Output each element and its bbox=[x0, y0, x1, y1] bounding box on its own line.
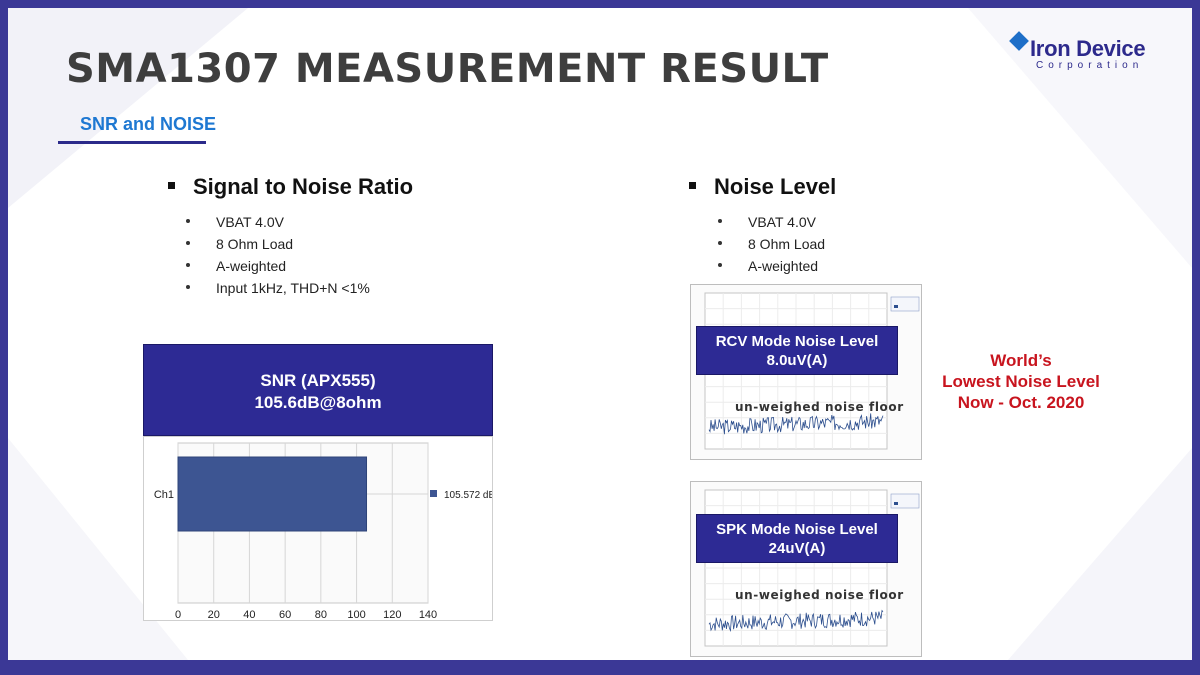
spk-callout-line2: 24uV(A) bbox=[768, 540, 826, 557]
legend-swatch bbox=[430, 490, 437, 497]
x-tick-label: 100 bbox=[347, 609, 365, 621]
value-label: 105.572 dB bbox=[444, 490, 493, 501]
mini-legend-swatch bbox=[894, 305, 898, 308]
list-item: 8 Ohm Load bbox=[186, 233, 370, 255]
bullet-text: VBAT 4.0V bbox=[748, 214, 816, 230]
bullet-text: VBAT 4.0V bbox=[216, 214, 284, 230]
list-item: VBAT 4.0V bbox=[186, 211, 370, 233]
bullet-dot-icon bbox=[718, 241, 722, 246]
rcv-callout-line1: RCV Mode Noise Level bbox=[715, 333, 879, 350]
list-item: VBAT 4.0V bbox=[718, 211, 825, 233]
list-item: 8 Ohm Load bbox=[718, 233, 825, 255]
bar-ch1 bbox=[177, 456, 368, 532]
mini-legend bbox=[890, 493, 920, 509]
mini-legend bbox=[890, 296, 920, 312]
noise-trace bbox=[708, 609, 884, 632]
x-tick-label: 60 bbox=[279, 609, 291, 621]
page-title: SMA1307 MEASUREMENT RESULT bbox=[66, 46, 829, 92]
bullet-text: A-weighted bbox=[748, 258, 819, 274]
snr-callout-line2: 105.6dB@8ohm bbox=[254, 393, 382, 412]
snr-section-title: Signal to Noise Ratio bbox=[168, 174, 413, 200]
rcv-noise-callout: RCV Mode Noise Level 8.0uV(A) bbox=[696, 326, 898, 375]
blue-diamond-icon bbox=[1009, 31, 1029, 51]
company-logo: Iron Device Corporation bbox=[1008, 30, 1168, 74]
rcv-callout-line2: 8.0uV(A) bbox=[766, 352, 828, 369]
x-tick-label: 0 bbox=[175, 609, 181, 621]
mini-legend-swatch bbox=[894, 502, 898, 505]
spk-spectrum-graphic bbox=[704, 489, 920, 647]
noise-bullet-list: VBAT 4.0V 8 Ohm Load A-weighted bbox=[718, 211, 825, 277]
snr-callout-line1: SNR (APX555) bbox=[260, 371, 376, 390]
logo-subtext: Corporation bbox=[1036, 60, 1144, 71]
category-label: Ch1 bbox=[154, 489, 174, 501]
x-tick-label: 140 bbox=[419, 609, 437, 621]
logo-name: Iron Device bbox=[1030, 36, 1146, 61]
bullet-dot-icon bbox=[718, 263, 722, 268]
list-item: Input 1kHz, THD+N <1% bbox=[186, 277, 370, 299]
list-item: A-weighted bbox=[718, 255, 825, 277]
worlds-line3: Now - Oct. 2020 bbox=[957, 393, 1085, 412]
bullet-dot-icon bbox=[186, 241, 190, 246]
bullet-dot-icon bbox=[186, 285, 190, 290]
subtitle-underline bbox=[58, 141, 206, 144]
bullet-text: 8 Ohm Load bbox=[216, 236, 294, 252]
rcv-noise-floor-label: un-weighed noise floor bbox=[735, 400, 904, 414]
snr-bullet-list: VBAT 4.0V 8 Ohm Load A-weighted Input 1k… bbox=[186, 211, 370, 299]
snr-callout-box: SNR (APX555) 105.6dB@8ohm bbox=[143, 344, 493, 436]
noise-trace bbox=[708, 413, 884, 435]
bullet-dot-icon bbox=[186, 263, 190, 268]
worlds-line1: World’s bbox=[990, 351, 1052, 370]
snr-title-text: Signal to Noise Ratio bbox=[193, 174, 414, 199]
x-tick-label: 40 bbox=[243, 609, 255, 621]
bullet-text: Input 1kHz, THD+N <1% bbox=[216, 280, 370, 296]
x-tick-label: 20 bbox=[208, 609, 220, 621]
bullet-dot-icon bbox=[718, 219, 722, 224]
section-subtitle: SNR and NOISE bbox=[80, 114, 217, 134]
x-tick-label: 120 bbox=[383, 609, 401, 621]
square-bullet-icon bbox=[689, 181, 696, 189]
square-bullet-icon bbox=[168, 181, 175, 189]
worlds-line2: Lowest Noise Level bbox=[942, 372, 1100, 391]
x-tick-label: 80 bbox=[315, 609, 327, 621]
noise-title-text: Noise Level bbox=[714, 174, 837, 199]
noise-section-title: Noise Level bbox=[689, 174, 836, 200]
spk-noise-plot bbox=[690, 481, 922, 657]
spk-noise-callout: SPK Mode Noise Level 24uV(A) bbox=[696, 514, 898, 563]
spk-callout-line1: SPK Mode Noise Level bbox=[716, 521, 878, 538]
spk-noise-floor-label: un-weighed noise floor bbox=[735, 588, 904, 602]
bullet-text: 8 Ohm Load bbox=[748, 236, 826, 252]
list-item: A-weighted bbox=[186, 255, 370, 277]
bullet-dot-icon bbox=[186, 219, 190, 224]
bullet-text: A-weighted bbox=[216, 258, 287, 274]
worlds-lowest-callout: World’s Lowest Noise Level Now - Oct. 20… bbox=[936, 350, 1106, 413]
slide: SMA1307 MEASUREMENT RESULT Iron Device C… bbox=[8, 8, 1192, 660]
